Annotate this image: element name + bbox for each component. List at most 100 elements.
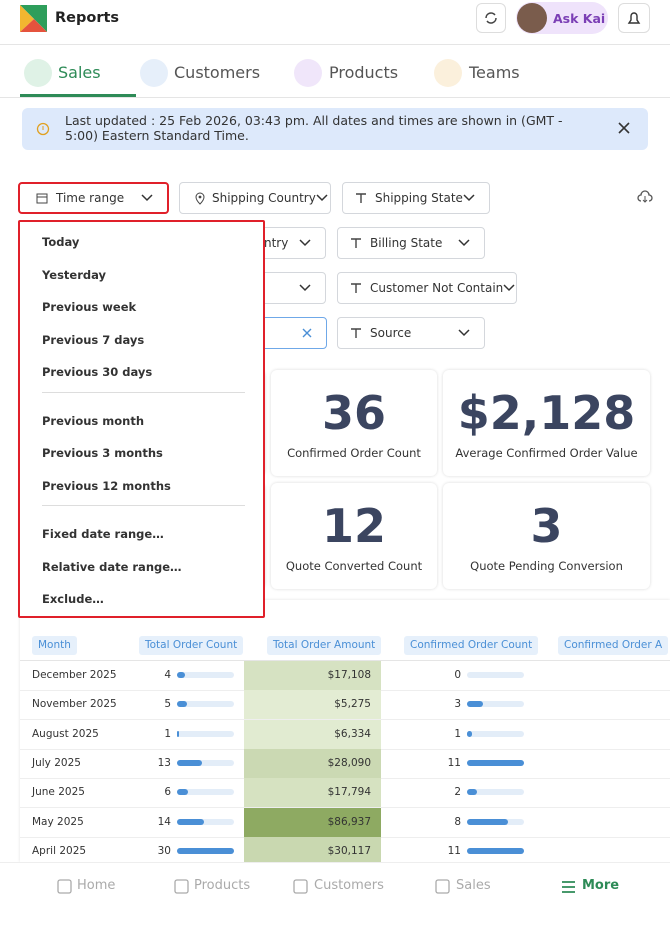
info-banner: Last updated : 25 Feb 2026, 03:43 pm. Al… (22, 108, 648, 150)
confirmed-bar (467, 731, 472, 737)
column-header: Month (32, 636, 77, 655)
amount-text: $5,275 (250, 698, 371, 710)
kpi-card: $2,128 Average Confirmed Order Value (443, 370, 650, 476)
nav-item[interactable]: More (561, 877, 657, 899)
filter-button[interactable]: Shipping State (342, 182, 490, 214)
bar-track (467, 672, 524, 678)
nav-item[interactable]: Sales (435, 877, 531, 899)
nav-label: Products (194, 878, 250, 893)
filter-label: ntry (264, 236, 288, 250)
time-range-menu: Today Yesterday Previous week Previous 7 da… (18, 220, 265, 618)
nav-item[interactable]: Products (174, 877, 269, 899)
column-header: Confirmed Order A (558, 636, 668, 655)
divider (0, 44, 670, 45)
nav-label: Sales (456, 878, 491, 893)
menu-item[interactable]: Fixed date range… (42, 527, 164, 541)
confirmed-cell: 11 (420, 845, 461, 857)
kpi-card: 3 Quote Pending Conversion (443, 483, 650, 589)
count-cell: 13 (140, 757, 171, 769)
menu-item[interactable]: Relative date range… (42, 560, 182, 574)
filter-label: Shipping State (375, 191, 463, 205)
nav-item[interactable]: Home (57, 877, 152, 899)
filter-button[interactable]: Shipping Country (179, 182, 331, 214)
confirmed-bar (467, 701, 483, 707)
count-bar (177, 731, 179, 737)
tab[interactable]: Sales (24, 57, 148, 91)
menu-item[interactable]: Previous 30 days (42, 365, 152, 379)
confirmed-cell: 1 (420, 728, 461, 740)
filter-button[interactable]: Customer Not Contain (337, 272, 517, 304)
menu-item[interactable]: Previous 7 days (42, 333, 144, 347)
count-bar (177, 701, 187, 707)
month-cell: December 2025 (32, 669, 117, 681)
amount-text: $30,117 (250, 845, 371, 857)
column-header: Total Order Amount (267, 636, 381, 655)
nav-label: Customers (314, 878, 384, 893)
avatar (517, 3, 547, 33)
nav-label: More (582, 878, 619, 893)
menu-item[interactable]: Previous week (42, 300, 136, 314)
tab-label: Teams (469, 63, 520, 82)
menu-item[interactable]: Previous 3 months (42, 446, 163, 460)
month-cell: November 2025 (32, 698, 117, 710)
confirmed-cell: 11 (420, 757, 461, 769)
confirmed-bar (467, 789, 477, 795)
filter-label: Customer Not Contain (370, 281, 503, 295)
tab[interactable]: Products (294, 57, 419, 91)
filter-label: Source (370, 326, 411, 340)
confirmed-bar (467, 819, 508, 825)
column-header: Confirmed Order Count (404, 636, 538, 655)
kpi-card: 36 Confirmed Order Count (271, 370, 437, 476)
kpi-label: Quote Pending Conversion (443, 559, 650, 573)
refresh-button[interactable] (476, 3, 506, 33)
bottom-nav: Home Products Customers Sales More (0, 862, 670, 929)
banner-text: Last updated : 25 Feb 2026, 03:43 pm. Al… (65, 113, 585, 143)
kpi-label: Quote Converted Count (271, 559, 437, 573)
download-icon[interactable] (637, 190, 653, 204)
amount-text: $86,937 (250, 816, 371, 828)
tab-label: Products (329, 63, 398, 82)
active-tab-indicator (20, 94, 136, 97)
count-cell: 30 (140, 845, 171, 857)
ask-button[interactable]: Ask Kai (516, 2, 608, 34)
count-bar (177, 819, 204, 825)
kpi-label: Average Confirmed Order Value (443, 446, 650, 460)
bell-button[interactable] (618, 3, 650, 33)
filter-label: Billing State (370, 236, 442, 250)
nav-item[interactable]: Customers (293, 877, 389, 899)
confirmed-cell: 2 (420, 786, 461, 798)
tab[interactable]: Teams (434, 57, 559, 91)
ask-label: Ask Kai (553, 11, 605, 26)
logo (20, 5, 47, 32)
kpi-value: 36 (271, 386, 437, 440)
tab[interactable]: Customers (140, 57, 264, 91)
confirmed-cell: 0 (420, 669, 461, 681)
close-banner[interactable] (618, 122, 630, 134)
menu-item[interactable]: Previous month (42, 414, 144, 428)
kpi-value: 3 (443, 499, 650, 553)
nav-label: Home (77, 878, 115, 893)
bar-track (177, 731, 234, 737)
kpi-label: Confirmed Order Count (271, 446, 437, 460)
count-cell: 1 (140, 728, 171, 740)
menu-item[interactable]: Today (42, 235, 79, 249)
filter-button[interactable]: Time range (18, 182, 169, 214)
menu-separator (42, 505, 245, 506)
filter-button[interactable]: Source (337, 317, 485, 349)
tab-icon (24, 59, 52, 87)
month-cell: June 2025 (32, 786, 85, 798)
menu-item[interactable]: Previous 12 months (42, 479, 171, 493)
divider (0, 97, 670, 98)
kpi-value: $2,128 (443, 386, 650, 440)
count-cell: 6 (140, 786, 171, 798)
count-cell: 14 (140, 816, 171, 828)
bar-track (467, 731, 524, 737)
filter-button[interactable]: Billing State (337, 227, 485, 259)
amount-text: $17,794 (250, 786, 371, 798)
month-cell: April 2025 (32, 845, 86, 857)
menu-item[interactable]: Exclude… (42, 592, 104, 606)
kpi-card: 12Quote Converted Count (271, 483, 437, 589)
confirmed-cell: 8 (420, 816, 461, 828)
confirmed-bar (467, 760, 524, 766)
menu-item[interactable]: Yesterday (42, 268, 106, 282)
